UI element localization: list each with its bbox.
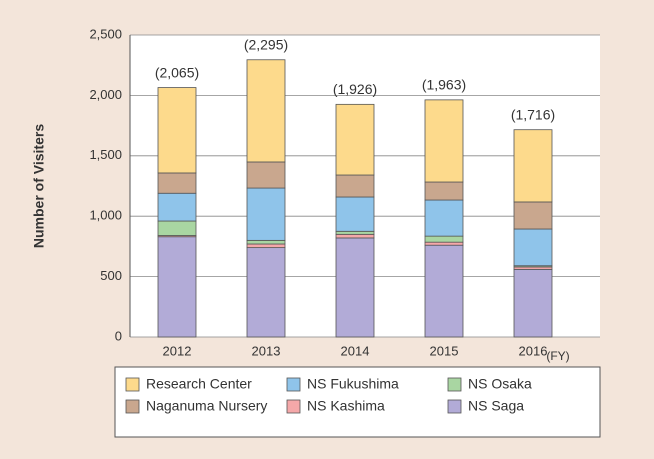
legend-label: Naganuma Nursery bbox=[146, 398, 267, 414]
legend-swatch bbox=[286, 377, 301, 392]
x-tick-label: 2012 bbox=[163, 343, 192, 358]
legend-label: NS Osaka bbox=[468, 376, 532, 392]
bar-segment bbox=[157, 220, 197, 236]
legend-swatch bbox=[125, 399, 140, 414]
legend-swatch bbox=[125, 377, 140, 392]
bar-segment bbox=[335, 174, 375, 198]
legend-swatch bbox=[447, 399, 462, 414]
x-tick-label: 2015 bbox=[430, 343, 459, 358]
y-tick-label: 2,000 bbox=[89, 87, 122, 102]
bar-segment bbox=[246, 59, 286, 163]
legend-label: NS Kashima bbox=[307, 398, 385, 414]
bar-segment bbox=[335, 230, 375, 235]
bar-segment bbox=[424, 235, 464, 243]
total-label: (1,926) bbox=[333, 81, 377, 97]
bar-segment bbox=[157, 192, 197, 222]
legend-label: Research Center bbox=[146, 376, 252, 392]
bar-segment bbox=[157, 172, 197, 194]
bar-segment bbox=[513, 268, 553, 338]
bar-segment bbox=[335, 196, 375, 232]
bar-segment bbox=[335, 233, 375, 239]
x-tick-label: 2016 bbox=[519, 343, 548, 358]
bar-segment bbox=[424, 199, 464, 237]
bar-segment bbox=[246, 161, 286, 189]
y-tick-label: 1,500 bbox=[89, 147, 122, 162]
bar-segment bbox=[335, 237, 375, 338]
y-tick-label: 500 bbox=[100, 268, 122, 283]
bar-segment bbox=[424, 244, 464, 338]
total-label: (1,716) bbox=[511, 106, 555, 122]
bar-segment bbox=[335, 103, 375, 176]
total-label: (2,065) bbox=[155, 64, 199, 80]
legend-label: NS Fukushima bbox=[307, 376, 399, 392]
x-unit: (FY) bbox=[546, 349, 569, 363]
x-tick-label: 2014 bbox=[341, 343, 370, 358]
bar-segment bbox=[157, 236, 197, 338]
bar-segment bbox=[424, 99, 464, 183]
legend-swatch bbox=[286, 399, 301, 414]
bar-segment bbox=[246, 187, 286, 241]
bar-segment bbox=[424, 241, 464, 246]
bar-segment bbox=[246, 247, 286, 338]
legend-swatch bbox=[447, 377, 462, 392]
bar-segment bbox=[246, 243, 286, 249]
bar-segment bbox=[424, 181, 464, 201]
bar-segment bbox=[513, 129, 553, 203]
y-tick-label: 1,000 bbox=[89, 208, 122, 223]
y-tick-label: 2,500 bbox=[89, 26, 122, 41]
y-tick-label: 0 bbox=[115, 328, 122, 343]
bar-segment bbox=[513, 201, 553, 230]
legend bbox=[114, 366, 601, 438]
y-axis-label: Number of Visiters bbox=[31, 124, 47, 248]
bar-segment bbox=[513, 228, 553, 267]
bar-segment bbox=[246, 239, 286, 245]
x-tick-label: 2013 bbox=[252, 343, 281, 358]
legend-label: NS Saga bbox=[468, 398, 524, 414]
total-label: (1,963) bbox=[422, 77, 466, 93]
total-label: (2,295) bbox=[244, 36, 288, 52]
bar-segment bbox=[157, 87, 197, 174]
